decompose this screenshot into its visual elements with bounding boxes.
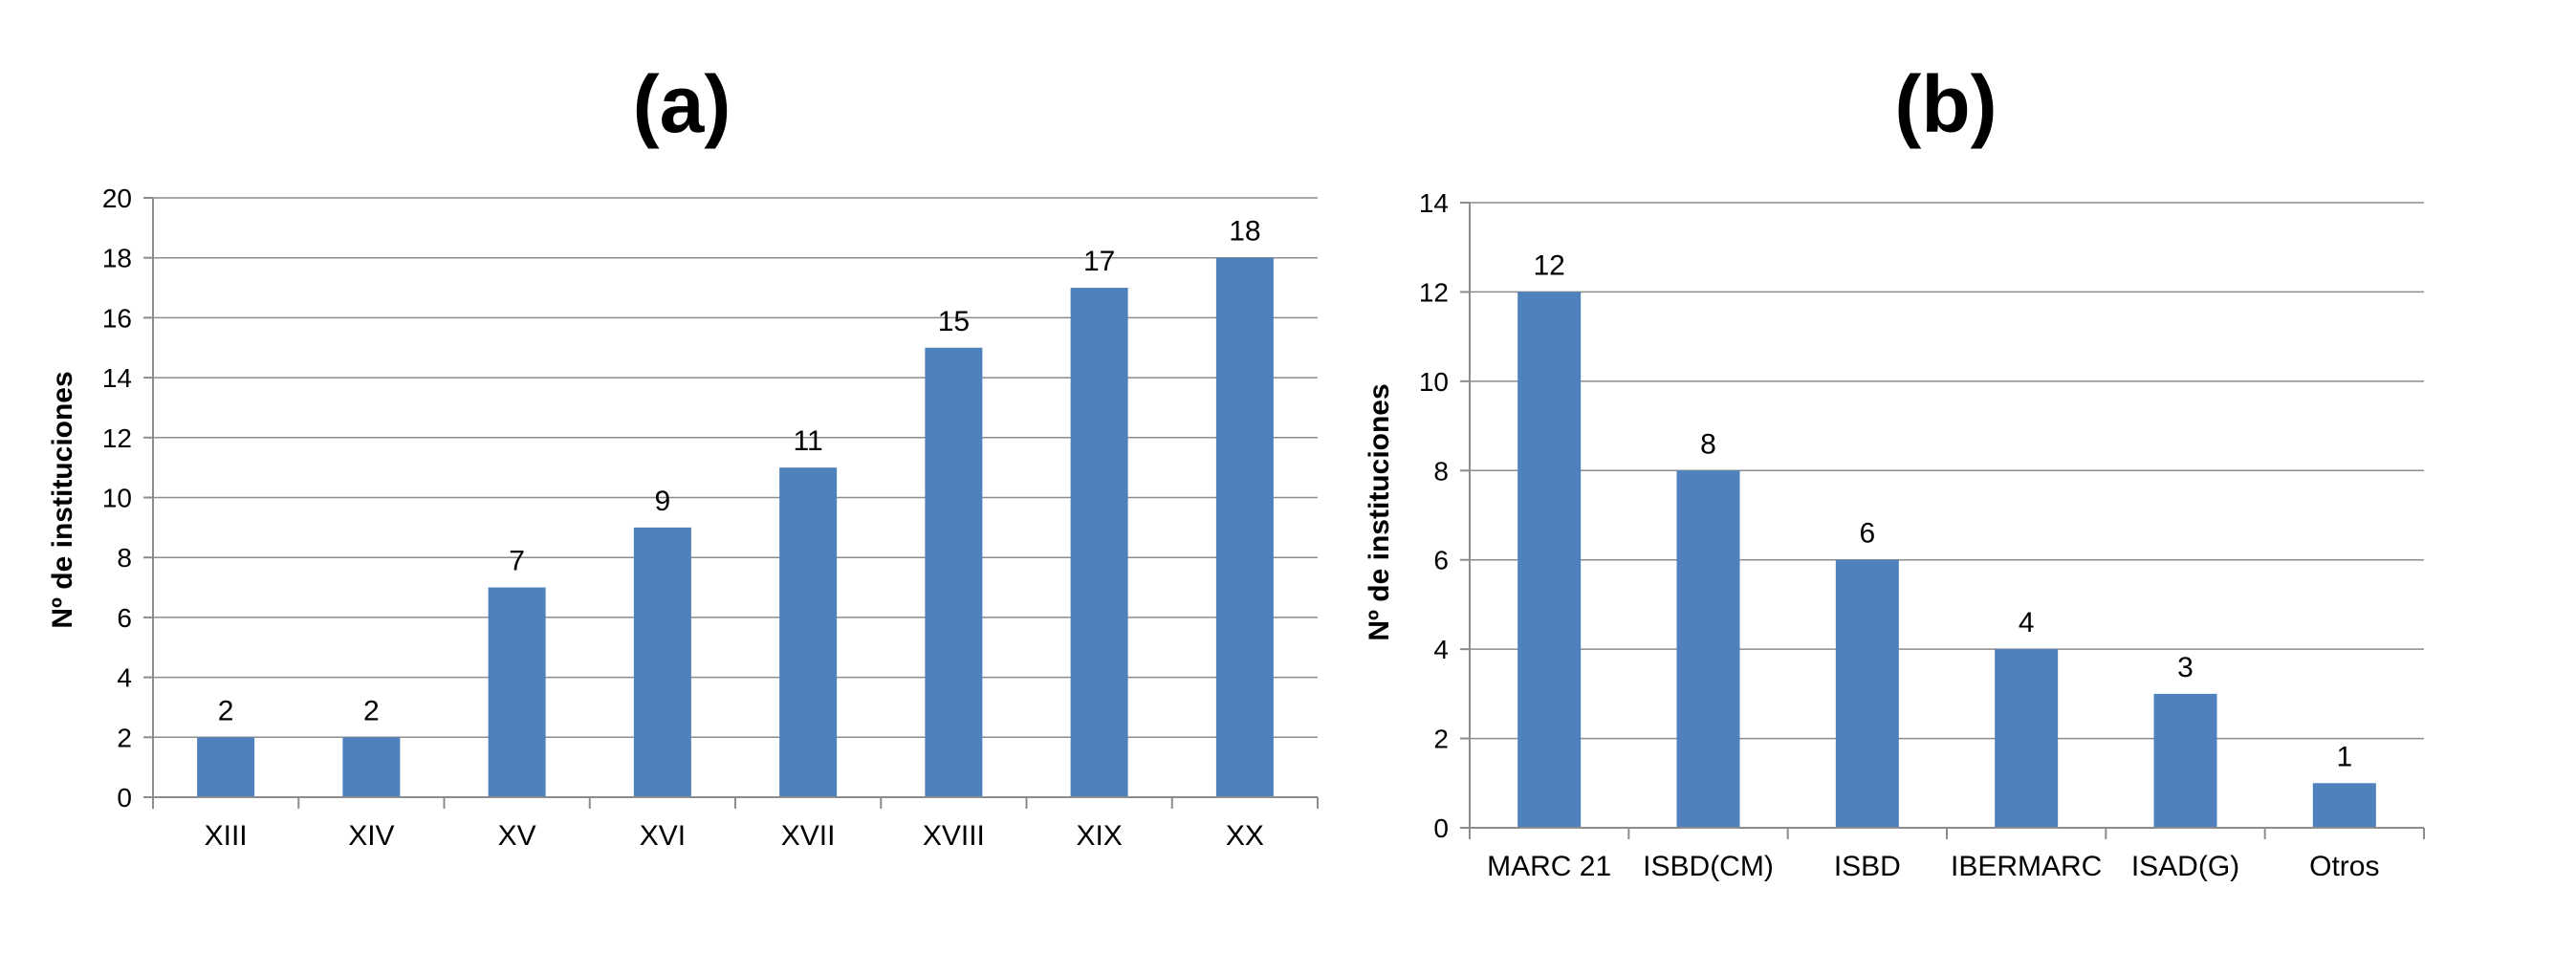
data-label: 9 (655, 486, 671, 517)
bar (342, 737, 401, 797)
data-label: 8 (1700, 428, 1716, 460)
bar (1070, 288, 1128, 797)
y-tick-label: 6 (117, 603, 132, 633)
category-label: ISBD (1834, 851, 1901, 882)
data-label: 18 (1229, 216, 1260, 248)
panel-b-bars (1517, 292, 2376, 828)
bar (1995, 649, 2059, 828)
data-label: 15 (938, 306, 970, 337)
y-tick-label: 12 (1419, 277, 1449, 307)
panel-a-y-ticks: 0 2 4 6 8 10 12 14 16 18 20 (102, 184, 154, 812)
y-tick-label: 2 (117, 723, 132, 752)
data-label: 2 (218, 695, 234, 726)
panel-b-gridlines (1470, 202, 2424, 740)
y-tick-label: 4 (117, 663, 132, 693)
panel-b-y-ticks: 0 2 4 6 8 10 12 14 (1419, 188, 1471, 843)
category-label: XIV (348, 820, 394, 852)
panel-a: (a) Nº de instituciones 0246810121416182… (47, 59, 1319, 852)
panel-a-bars (197, 257, 1274, 797)
category-label: XVII (781, 820, 836, 852)
y-tick-label: 14 (102, 363, 132, 393)
y-tick-label: 10 (102, 484, 132, 513)
category-label: ISBD(CM) (1643, 851, 1774, 882)
bar (2153, 693, 2217, 828)
data-label: 17 (1083, 246, 1115, 277)
panel-a-category-labels: XIII XIV XV XVI XVII XVIII XIX XX (205, 820, 1264, 852)
data-label: 1 (2336, 741, 2352, 772)
panel-b-data-labels: 12 8 6 4 3 1 (1533, 249, 2352, 772)
category-label: XX (1226, 820, 1264, 852)
panel-b-title: (b) (1894, 59, 1997, 149)
panel-b-x-axis (1469, 827, 2425, 839)
y-tick-label: 14 (1419, 188, 1449, 218)
y-tick-label: 16 (102, 303, 132, 333)
data-label: 4 (2019, 607, 2035, 639)
bar (488, 587, 546, 797)
bar (1517, 292, 1582, 828)
bar (1676, 470, 1740, 828)
y-tick-label: 10 (1419, 367, 1449, 397)
category-label: XVIII (923, 820, 985, 852)
category-label: XIX (1076, 820, 1122, 852)
category-label: XVI (640, 820, 686, 852)
panel-b-y-axis-label: Nº de instituciones (1364, 383, 1395, 640)
bar (1835, 559, 1899, 828)
category-label: Otros (2309, 851, 2379, 882)
panel-a-data-labels: 2 2 7 9 11 15 17 18 (218, 216, 1261, 727)
bar (2312, 783, 2376, 828)
category-label: ISAD(G) (2131, 851, 2239, 882)
category-label: IBERMARC (1951, 851, 2102, 882)
y-tick-label: 12 (102, 423, 132, 453)
panel-a-gridlines (153, 197, 1318, 739)
y-tick-label: 6 (1433, 546, 1449, 575)
data-label: 2 (363, 695, 380, 726)
y-tick-label: 8 (1433, 456, 1449, 486)
panel-a-title: (a) (633, 59, 731, 149)
panel-a-x-axis (152, 796, 1319, 809)
y-tick-label: 18 (102, 244, 132, 273)
bar (925, 347, 983, 797)
category-label: XIII (205, 820, 248, 852)
panel-b-category-labels: MARC 21 ISBD(CM) ISBD IBERMARC ISAD(G) Otros (1487, 851, 2379, 882)
data-label: 12 (1533, 249, 1564, 281)
y-tick-label: 0 (117, 783, 132, 812)
bar (633, 527, 691, 797)
y-tick-label: 20 (102, 184, 132, 213)
y-tick-label: 2 (1433, 725, 1449, 754)
category-label: MARC 21 (1487, 851, 1611, 882)
data-label: 11 (794, 425, 823, 457)
data-label: 3 (2177, 652, 2194, 683)
y-tick-label: 0 (1433, 813, 1449, 843)
panel-a-y-axis-label: Nº de instituciones (47, 371, 78, 628)
bar (1215, 257, 1274, 797)
category-label: XV (498, 820, 536, 852)
data-label: 7 (509, 546, 525, 577)
y-tick-label: 4 (1433, 635, 1449, 664)
bar (779, 467, 838, 797)
y-tick-label: 8 (117, 543, 132, 573)
data-label: 6 (1859, 518, 1875, 550)
bar (197, 737, 255, 797)
